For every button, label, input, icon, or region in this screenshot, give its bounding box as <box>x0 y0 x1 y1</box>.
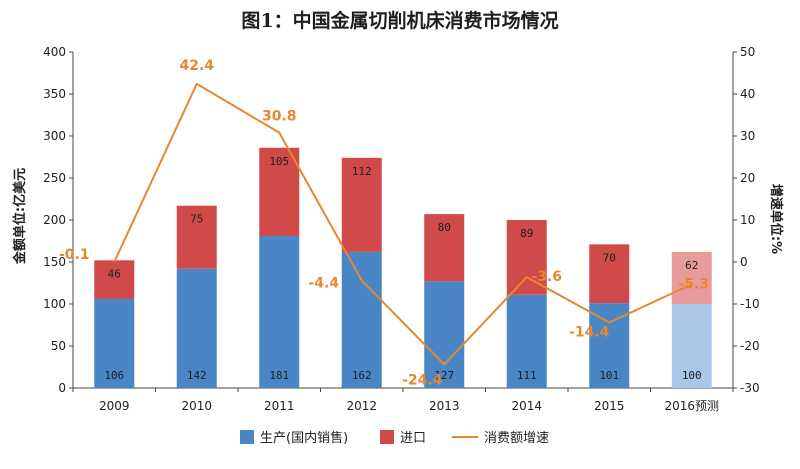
y-tick-label: 300 <box>43 129 66 143</box>
bars <box>94 147 712 388</box>
y2-tick-label: 0 <box>740 255 748 269</box>
bar-label-import: 62 <box>685 259 698 272</box>
bar-import <box>341 157 382 252</box>
bar-import <box>671 251 712 304</box>
bar-label-import: 80 <box>438 221 451 234</box>
y2-tick-label: -20 <box>740 339 760 353</box>
bar-label-production: 111 <box>517 369 537 382</box>
y-tick-label: 200 <box>43 213 66 227</box>
bar-label-production: 100 <box>682 369 702 382</box>
y-tick-label: 250 <box>43 171 66 185</box>
chart-title: 图1：中国金属切削机床消费市场情况 <box>241 9 558 32</box>
bar-labels: 106 46 142 75 181 105 162 112 127 80 111 89 101 70 100… <box>104 155 701 382</box>
bar-import <box>94 260 135 299</box>
y2-tick-label: 50 <box>740 45 755 59</box>
bar-label-import: 46 <box>108 267 121 280</box>
bar-import <box>424 214 465 282</box>
y-tick-label: 400 <box>43 45 66 59</box>
y2-tick-label: -30 <box>740 381 760 395</box>
x-tick-label: 2013 <box>429 399 460 413</box>
bar-label-import: 75 <box>190 213 203 226</box>
bar-import <box>176 205 217 269</box>
axes: 0 50 100 150 200 250 300 350 400 -30 -20 -10 0 10 20 30… <box>43 45 760 413</box>
growth-label: 42.4 <box>179 58 214 74</box>
bar-label-production: 101 <box>599 369 619 382</box>
bar-production <box>259 235 300 388</box>
bar-production <box>94 298 135 388</box>
x-tick-label: 2015 <box>594 399 625 413</box>
legend-label-growth: 消费额增速 <box>484 431 549 446</box>
y-tick-label: 50 <box>51 339 66 353</box>
bar-label-import: 89 <box>520 227 533 240</box>
legend-swatch-import <box>380 430 394 444</box>
bar-label-production: 127 <box>434 369 454 382</box>
bar-label-production: 106 <box>104 369 124 382</box>
y2-tick-label: 30 <box>740 129 755 143</box>
growth-label: -5.3 <box>678 276 709 292</box>
y-tick-label: 100 <box>43 297 66 311</box>
y2-tick-label: 20 <box>740 171 755 185</box>
growth-line-layer: -0.1 42.4 30.8 -4.4 -24.4 -3.6 -14.4 -5.3 <box>59 58 709 389</box>
x-tick-label: 2012 <box>346 399 377 413</box>
x-tick-label: 2014 <box>511 399 542 413</box>
bar-production <box>671 304 712 388</box>
legend: 生产(国内销售) 进口 消费额增速 <box>240 430 549 446</box>
legend-label-import: 进口 <box>400 431 426 446</box>
growth-label: -14.4 <box>569 324 610 340</box>
growth-label: 30.8 <box>262 109 297 125</box>
bar-import <box>506 220 547 295</box>
y2-tick-label: 40 <box>740 87 755 101</box>
x-tick-label: 2016预测 <box>664 399 719 413</box>
bar-production <box>176 268 217 388</box>
x-tick-label: 2011 <box>264 399 295 413</box>
bar-label-production: 142 <box>187 369 207 382</box>
bar-label-import: 112 <box>352 165 372 178</box>
bar-label-production: 181 <box>269 369 289 382</box>
bar-label-import: 70 <box>603 251 616 264</box>
y-tick-label: 0 <box>58 381 66 395</box>
growth-label: -24.4 <box>402 372 443 388</box>
y2-tick-label: -10 <box>740 297 760 311</box>
y-tick-label: 350 <box>43 87 66 101</box>
bar-production <box>424 281 465 388</box>
y-tick-label: 150 <box>43 255 66 269</box>
bar-label-production: 162 <box>352 369 372 382</box>
y2-axis-title: 增速单位:% <box>768 184 784 254</box>
growth-label: -0.1 <box>59 247 90 263</box>
bar-production <box>341 251 382 388</box>
growth-label: -3.6 <box>531 269 562 285</box>
legend-swatch-production <box>240 430 254 444</box>
growth-line <box>113 82 693 366</box>
x-tick-label: 2010 <box>181 399 212 413</box>
legend-label-production: 生产(国内销售) <box>260 430 348 446</box>
bar-import <box>259 147 300 236</box>
y2-tick-label: 10 <box>740 213 755 227</box>
y-axis-title: 金额单位:亿美元 <box>12 168 28 265</box>
growth-label: -4.4 <box>308 275 339 291</box>
bar-production <box>506 294 547 388</box>
bar-label-import: 105 <box>269 155 289 168</box>
bar-import <box>589 244 630 304</box>
x-tick-label: 2009 <box>99 399 130 413</box>
